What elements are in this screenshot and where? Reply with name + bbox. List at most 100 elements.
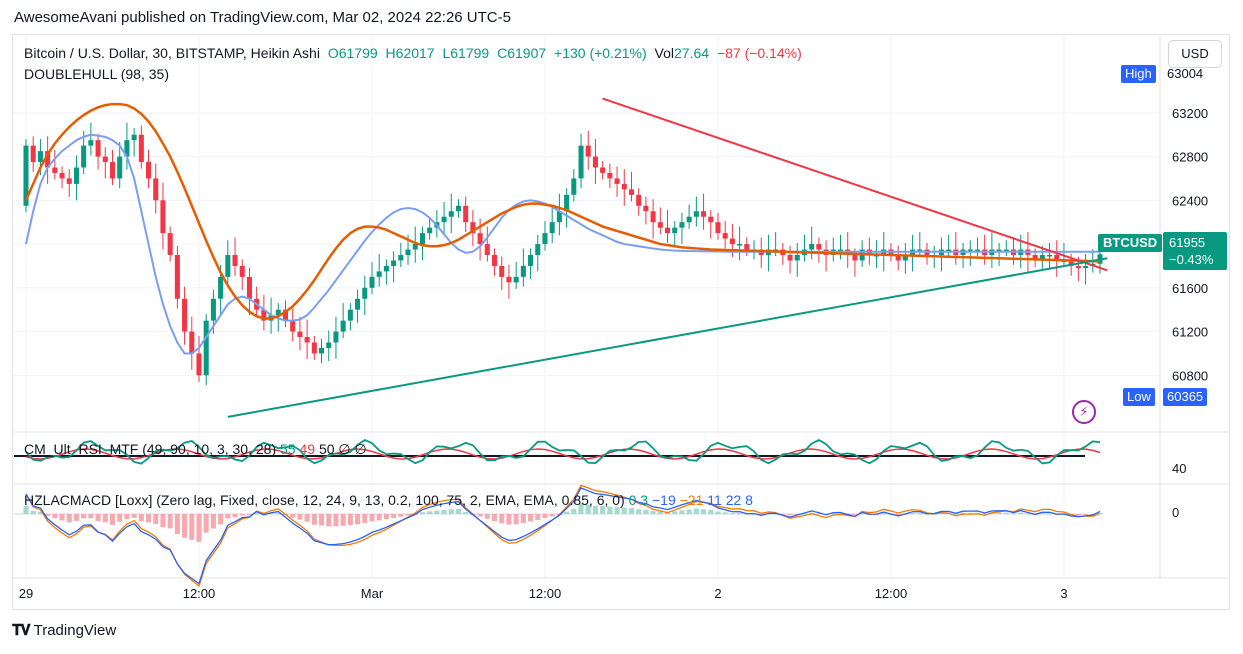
macd-histogram-bar xyxy=(73,514,79,521)
macd-histogram-bar xyxy=(59,514,65,521)
candle-body xyxy=(556,211,562,223)
candle-body xyxy=(499,265,505,277)
candle-body xyxy=(326,342,332,348)
rsi-name[interactable]: CM_Ult_RSI_MTF (49, 90, 10, 3, 30, 28) xyxy=(24,441,277,457)
candle-body xyxy=(290,320,296,332)
candle-body xyxy=(701,211,707,217)
currency-button[interactable]: USD xyxy=(1168,40,1222,68)
macd-histogram-bar xyxy=(362,514,368,523)
indicator-legend[interactable]: DOUBLEHULL (98, 35) xyxy=(24,66,169,82)
macd-histogram-bar xyxy=(398,514,404,517)
candle-body xyxy=(1068,260,1074,266)
candle-body xyxy=(391,260,397,266)
macd-panel xyxy=(14,484,1103,588)
main-legend: Bitcoin / U.S. Dollar, 30, BITSTAMP, Hei… xyxy=(24,45,806,61)
price-tick-label: 61200 xyxy=(1172,325,1208,340)
candle-body xyxy=(95,140,101,157)
macd-histogram-bar xyxy=(290,514,296,518)
candle-body xyxy=(542,233,548,245)
candle-body xyxy=(182,298,188,332)
high-label: High xyxy=(1121,65,1156,83)
time-axis: 29 12:00 Mar 12:00 2 12:00 3 xyxy=(19,586,1068,601)
resistance-trendline xyxy=(602,97,1108,272)
candle-body xyxy=(23,145,29,206)
macd-histogram-bar xyxy=(347,514,353,526)
lightning-icon[interactable]: ⚡ xyxy=(1072,400,1096,424)
candle-body xyxy=(218,276,224,299)
macd-v7: 8 xyxy=(745,492,753,508)
candle-body xyxy=(131,134,137,141)
legend-close: C61907 xyxy=(497,45,547,61)
price-tick-label: 62800 xyxy=(1172,150,1208,165)
macd-v3: −19 xyxy=(651,492,676,508)
rsi-panel xyxy=(14,438,1101,465)
candle-body xyxy=(592,156,598,168)
macd-histogram-bar xyxy=(549,514,555,517)
candle-body xyxy=(30,145,36,163)
macd-histogram-bar xyxy=(535,514,541,520)
macd-histogram-bar xyxy=(1039,513,1045,515)
macd-histogram-bar xyxy=(405,514,411,516)
macd-histogram-bar xyxy=(275,513,281,515)
grid xyxy=(12,36,1229,579)
tradingview-logo[interactable]: 𝐓𝐕 TradingView xyxy=(12,622,116,639)
candle-body xyxy=(282,309,289,321)
trendlines xyxy=(227,97,1108,418)
last-price-box: 61955 −0.43% xyxy=(1163,232,1227,270)
macd-name[interactable]: HZLACMACD [Loxx] (Zero lag, Fixed, close… xyxy=(24,492,625,508)
macd-histogram-bar xyxy=(816,513,822,515)
candle-body xyxy=(1083,266,1089,269)
legend-low: L61799 xyxy=(442,45,490,61)
macd-histogram-bar xyxy=(297,514,303,520)
macd-histogram-bar xyxy=(650,511,656,514)
candle-body xyxy=(1039,255,1045,261)
candle-body xyxy=(636,194,642,206)
macd-histogram-bar xyxy=(138,514,144,522)
candle-body xyxy=(693,211,699,217)
legend-symbol[interactable]: Bitcoin / U.S. Dollar, 30, BITSTAMP, Hei… xyxy=(24,45,320,61)
candle-body xyxy=(967,249,973,252)
macd-histogram-bar xyxy=(246,514,252,516)
macd-histogram-bar xyxy=(88,514,94,519)
macd-histogram-bar xyxy=(938,512,944,514)
candles xyxy=(23,122,1103,386)
candle-body xyxy=(109,162,116,179)
macd-histogram-bar xyxy=(333,514,339,527)
macd-histogram-bar xyxy=(513,514,519,525)
macd-histogram-bar xyxy=(881,513,887,515)
macd-histogram-bar xyxy=(203,514,209,533)
last-change: −0.43% xyxy=(1169,252,1214,267)
macd-histogram-bar xyxy=(81,514,87,519)
chart-frame[interactable] xyxy=(12,34,1230,610)
macd-v4: −21 xyxy=(679,492,704,508)
logo-text: TradingView xyxy=(33,622,117,639)
candle-body xyxy=(902,255,908,261)
macd-histogram-bar xyxy=(304,514,310,522)
candle-body xyxy=(715,222,721,234)
macd-histogram-bar xyxy=(239,514,245,516)
macd-histogram-bar xyxy=(102,514,108,523)
macd-histogram-bar xyxy=(124,514,130,520)
time-tick-label: 12:00 xyxy=(875,586,908,601)
macd-histogram-bar xyxy=(643,509,649,514)
macd-axis-label: 0 xyxy=(1172,505,1180,520)
candle-body xyxy=(311,342,317,354)
candle-body xyxy=(232,255,238,266)
macd-legend: HZLACMACD [Loxx] (Zero lag, Fixed, close… xyxy=(24,492,753,508)
candle-body xyxy=(239,265,245,277)
macd-histogram-bar xyxy=(996,512,1002,514)
macd-histogram-bar xyxy=(131,514,137,518)
candle-body xyxy=(376,271,382,277)
macd-histogram-bar xyxy=(780,514,786,515)
candle-body xyxy=(816,244,822,250)
candle-body xyxy=(643,205,649,212)
macd-histogram-bar xyxy=(967,512,973,514)
time-tick-label: 29 xyxy=(19,586,33,601)
candle-body xyxy=(319,347,325,354)
candle-body xyxy=(174,255,180,299)
macd-v6: 22 xyxy=(725,492,742,508)
price-tick-label: 60800 xyxy=(1172,368,1208,383)
macd-histogram-bar xyxy=(66,514,72,523)
macd-histogram-bar xyxy=(23,506,29,514)
